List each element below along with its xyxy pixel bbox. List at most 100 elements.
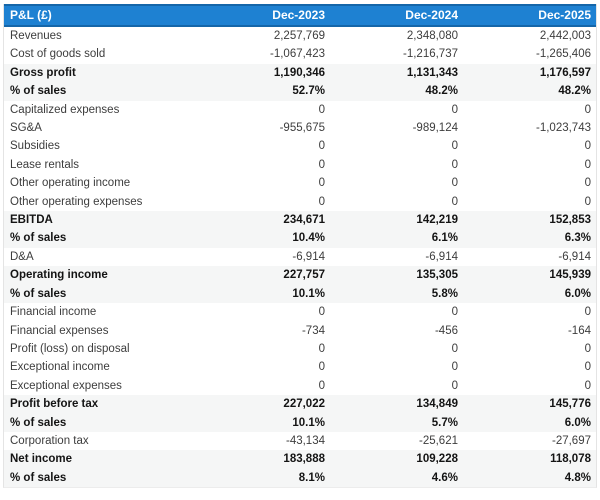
row-label: Profit (loss) on disposal [4,339,197,359]
cell-value: 0 [463,155,596,175]
cell-value: -1,216,737 [330,45,463,64]
table-row: Lease rentals 0 0 0 [4,155,596,175]
cell-value: -6,914 [197,247,330,267]
cell-value: 0 [197,358,330,377]
cell-value: -27,697 [463,431,596,451]
row-label: Exceptional expenses [4,376,197,396]
cell-value: 0 [463,339,596,359]
row-label: Other operating income [4,174,197,193]
table-row: Financial expenses -734 -456 -164 [4,321,596,340]
cell-value: -6,914 [463,247,596,267]
cell-value: 4.8% [463,468,596,488]
cell-value: 0 [330,303,463,322]
table-row: Gross profit 1,190,346 1,131,343 1,176,597 [4,63,596,83]
table-row: Profit (loss) on disposal 0 0 0 [4,339,596,359]
cell-value: 48.2% [330,82,463,101]
cell-value: 145,776 [463,395,596,414]
row-label: Cost of goods sold [4,45,197,64]
cell-value: 0 [197,137,330,156]
cell-value: -1,023,743 [463,119,596,138]
table-row: Cost of goods sold -1,067,423 -1,216,737 -1… [4,45,596,64]
cell-value: 0 [463,192,596,212]
cell-value: 0 [463,358,596,377]
row-label: Financial expenses [4,321,197,340]
cell-value: 1,190,346 [197,63,330,83]
pnl-table: P&L (£) Dec-2023 Dec-2024 Dec-2025 Reven… [4,4,596,488]
cell-value: 0 [330,137,463,156]
row-label: EBITDA [4,211,197,230]
cell-value: 0 [330,100,463,120]
row-label: D&A [4,247,197,267]
table-row: Exceptional expenses 0 0 0 [4,376,596,396]
cell-value: -25,621 [330,431,463,451]
cell-value: -456 [330,321,463,340]
cell-value: 145,939 [463,266,596,285]
cell-value: 4.6% [330,468,463,488]
table-row: % of sales 52.7% 48.2% 48.2% [4,82,596,101]
row-label: % of sales [4,82,197,101]
row-label: Financial income [4,303,197,322]
cell-value: 5.8% [330,284,463,304]
row-label: Lease rentals [4,155,197,175]
cell-value: 0 [330,155,463,175]
row-label: Other operating expenses [4,192,197,212]
cell-value: 6.0% [463,413,596,432]
cell-value: 135,305 [330,266,463,285]
row-label: % of sales [4,229,197,248]
cell-value: 1,176,597 [463,63,596,83]
cell-value: 0 [197,155,330,175]
table-row: Other operating income 0 0 0 [4,174,596,193]
cell-value: 0 [197,376,330,396]
column-header-dec-2025: Dec-2025 [463,4,596,27]
table-row: % of sales 10.1% 5.7% 6.0% [4,413,596,432]
row-label: Subsidies [4,137,197,156]
table-row: Exceptional income 0 0 0 [4,358,596,377]
cell-value: 0 [463,174,596,193]
cell-value: 0 [463,303,596,322]
table-row: Profit before tax 227,022 134,849 145,776 [4,395,596,414]
cell-value: 6.1% [330,229,463,248]
row-label: Capitalized expenses [4,100,197,120]
cell-value: -6,914 [330,247,463,267]
row-label: Profit before tax [4,395,197,414]
row-label: % of sales [4,413,197,432]
cell-value: 0 [330,192,463,212]
table-row: Corporation tax -43,134 -25,621 -27,697 [4,431,596,451]
cell-value: 118,078 [463,450,596,469]
cell-value: -734 [197,321,330,340]
cell-value: 52.7% [197,82,330,101]
cell-value: 0 [463,376,596,396]
cell-value: 234,671 [197,211,330,230]
row-label: Gross profit [4,63,197,83]
table-row: Revenues 2,257,769 2,348,080 2,442,003 [4,26,596,46]
cell-value: 227,022 [197,395,330,414]
cell-value: 134,849 [330,395,463,414]
table-body: Revenues 2,257,769 2,348,080 2,442,003 Cost … [4,26,596,488]
pnl-table-container: P&L (£) Dec-2023 Dec-2024 Dec-2025 Reven… [3,4,597,489]
table-row: Other operating expenses 0 0 0 [4,192,596,212]
table-row: Financial income 0 0 0 [4,303,596,322]
cell-value: 10.4% [197,229,330,248]
cell-value: 0 [197,192,330,212]
cell-value: 0 [330,174,463,193]
cell-value: 2,257,769 [197,26,330,46]
table-row: % of sales 8.1% 4.6% 4.8% [4,468,596,488]
cell-value: 10.1% [197,413,330,432]
cell-value: -164 [463,321,596,340]
cell-value: 2,442,003 [463,26,596,46]
table-row: EBITDA 234,671 142,219 152,853 [4,211,596,230]
row-label: Exceptional income [4,358,197,377]
cell-value: 8.1% [197,468,330,488]
table-row: SG&A -955,675 -989,124 -1,023,743 [4,119,596,138]
cell-value: 0 [330,339,463,359]
cell-value: 0 [463,137,596,156]
row-label: Operating income [4,266,197,285]
cell-value: -989,124 [330,119,463,138]
cell-value: 0 [330,376,463,396]
cell-value: 0 [197,339,330,359]
column-header-dec-2023: Dec-2023 [197,4,330,27]
cell-value: 6.3% [463,229,596,248]
cell-value: 0 [197,174,330,193]
cell-value: 1,131,343 [330,63,463,83]
header-row: P&L (£) Dec-2023 Dec-2024 Dec-2025 [4,4,596,27]
